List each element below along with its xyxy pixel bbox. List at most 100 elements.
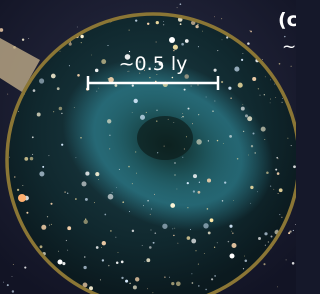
star bbox=[95, 172, 99, 176]
star bbox=[207, 178, 211, 182]
star bbox=[264, 94, 265, 95]
star bbox=[40, 245, 43, 248]
star bbox=[258, 88, 259, 89]
star bbox=[193, 190, 195, 192]
star bbox=[281, 102, 282, 103]
star bbox=[164, 276, 166, 278]
star bbox=[57, 87, 60, 90]
star bbox=[208, 231, 211, 234]
star bbox=[156, 21, 159, 24]
star bbox=[37, 113, 41, 117]
star bbox=[150, 214, 151, 215]
star bbox=[197, 24, 199, 26]
star bbox=[221, 18, 222, 19]
star bbox=[42, 166, 44, 168]
star bbox=[164, 146, 165, 147]
star bbox=[85, 172, 89, 176]
star bbox=[32, 154, 33, 155]
star bbox=[85, 218, 86, 219]
star bbox=[60, 51, 61, 52]
star bbox=[212, 111, 213, 112]
star bbox=[223, 143, 224, 144]
star bbox=[121, 261, 124, 264]
star bbox=[187, 182, 189, 184]
panel-label: (c bbox=[278, 9, 296, 31]
star bbox=[251, 145, 253, 147]
star bbox=[129, 51, 130, 52]
star bbox=[221, 81, 223, 83]
star bbox=[229, 225, 232, 228]
star bbox=[116, 261, 119, 264]
star bbox=[28, 38, 29, 39]
star bbox=[292, 262, 295, 265]
star bbox=[142, 245, 143, 246]
star bbox=[202, 31, 203, 32]
star bbox=[14, 176, 15, 177]
star bbox=[171, 282, 174, 285]
star bbox=[3, 282, 4, 283]
star bbox=[260, 95, 261, 96]
star bbox=[180, 23, 182, 25]
star bbox=[101, 59, 106, 64]
star bbox=[154, 232, 156, 234]
star bbox=[30, 157, 34, 161]
star bbox=[196, 139, 201, 144]
star bbox=[245, 114, 248, 117]
star bbox=[208, 140, 209, 141]
star bbox=[110, 230, 112, 232]
star bbox=[26, 212, 28, 214]
star bbox=[279, 63, 281, 65]
star bbox=[67, 193, 68, 194]
star bbox=[192, 123, 193, 124]
star bbox=[22, 185, 23, 186]
star bbox=[134, 99, 138, 103]
star bbox=[170, 203, 175, 208]
star bbox=[144, 261, 145, 262]
star bbox=[67, 226, 71, 230]
star bbox=[270, 99, 271, 100]
bright-star bbox=[230, 254, 235, 259]
star bbox=[75, 157, 76, 158]
star bbox=[182, 113, 183, 114]
star bbox=[217, 50, 218, 51]
star bbox=[80, 137, 82, 139]
star bbox=[74, 107, 75, 108]
star bbox=[83, 266, 86, 269]
star bbox=[150, 229, 151, 230]
star bbox=[293, 230, 294, 231]
star bbox=[232, 232, 234, 234]
star bbox=[108, 194, 114, 200]
star bbox=[265, 76, 266, 77]
star bbox=[182, 157, 183, 158]
star bbox=[214, 69, 217, 72]
star bbox=[136, 173, 137, 174]
star bbox=[98, 179, 99, 180]
star bbox=[186, 136, 187, 137]
star bbox=[94, 202, 95, 203]
star bbox=[238, 83, 243, 88]
star bbox=[277, 229, 278, 230]
star bbox=[107, 119, 111, 123]
star bbox=[279, 188, 283, 192]
star bbox=[191, 239, 196, 244]
star bbox=[102, 259, 104, 261]
star bbox=[116, 237, 117, 238]
star bbox=[104, 214, 106, 216]
star bbox=[107, 45, 108, 46]
star bbox=[203, 223, 208, 228]
star bbox=[274, 84, 275, 85]
star bbox=[250, 31, 252, 33]
star bbox=[233, 200, 234, 201]
star bbox=[64, 191, 65, 192]
star bbox=[207, 208, 209, 210]
star bbox=[47, 216, 48, 217]
star bbox=[243, 131, 244, 132]
star bbox=[229, 135, 232, 138]
star bbox=[258, 237, 261, 240]
star bbox=[100, 279, 101, 280]
star bbox=[257, 191, 258, 192]
star bbox=[156, 42, 157, 43]
star bbox=[17, 189, 19, 191]
star bbox=[173, 45, 178, 50]
star bbox=[13, 264, 14, 265]
